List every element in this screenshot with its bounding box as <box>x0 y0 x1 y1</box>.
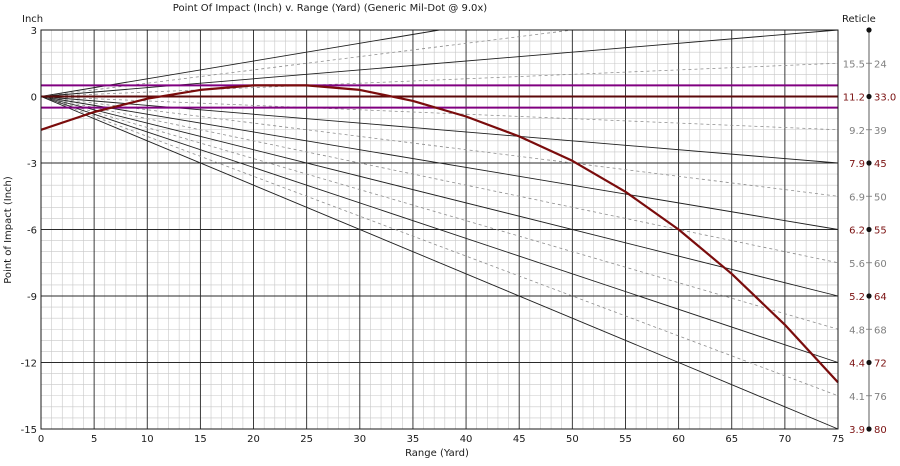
reticle-line <box>40 96 839 297</box>
reticle-range-label: 9.2 <box>849 126 865 137</box>
x-tick-label: 70 <box>778 434 791 445</box>
x-tick-label: 5 <box>91 434 97 445</box>
reticle-value-label: 60 <box>874 259 887 270</box>
x-tick-label: 65 <box>725 434 738 445</box>
reticle-value-label: 76 <box>874 392 887 403</box>
y-tick-label: 0 <box>31 93 37 104</box>
reticle-line <box>40 96 839 264</box>
reticle-lines <box>40 29 839 430</box>
reticle-line <box>40 29 573 97</box>
y-unit-label: Inch <box>22 14 43 25</box>
x-tick-labels: 0 5 10 15 20 25 30 35 40 45 50 55 60 65 70 75 <box>38 434 845 445</box>
y-tick-label: -6 <box>27 226 37 237</box>
reticle-dot <box>866 226 872 233</box>
reticle-range-label: 4.4 <box>849 359 865 370</box>
x-tick-label: 55 <box>619 434 632 445</box>
y-tick-labels: 3 0 -3 -6 -9 -12 -15 <box>21 26 37 436</box>
reticle-value-label: 68 <box>874 325 887 336</box>
reticle-line <box>40 96 839 330</box>
y-tick-label: -3 <box>27 159 37 170</box>
x-tick-label: 10 <box>141 434 154 445</box>
reticle-range-label: 5.6 <box>849 259 865 270</box>
reticle-dot <box>866 160 872 166</box>
x-tick-label: 50 <box>566 434 579 445</box>
reticle-dot <box>866 293 872 299</box>
x-tick-label: 30 <box>353 434 366 445</box>
x-tick-label: 45 <box>513 434 526 445</box>
reticle-value-label: 50 <box>874 192 887 203</box>
reticle-range-label: 11.2 <box>843 93 865 104</box>
y-tick-label: -12 <box>21 359 37 370</box>
x-tick-label: 75 <box>832 434 845 445</box>
y-tick-label: -9 <box>27 292 37 303</box>
reticle-line <box>40 62 839 97</box>
x-tick-label: 20 <box>247 434 260 445</box>
y-tick-label: 3 <box>31 26 37 37</box>
x-tick-label: 60 <box>672 434 685 445</box>
reticle-axis: 15.5 24 11.2 33.0 9.2 39 7.9 45 6.9 50 6.2 55 5.6 60 5… <box>843 27 896 436</box>
reticle-value-label: 80 <box>874 425 887 436</box>
reticle-range-label: 6.9 <box>849 192 865 203</box>
reticle-range-label: 15.5 <box>843 59 865 70</box>
reticle-dot <box>866 27 872 33</box>
x-tick-label: 25 <box>300 434 313 445</box>
reticle-value-label: 64 <box>874 292 887 303</box>
trajectory-series <box>40 84 839 384</box>
y-axis-label: Point of Impact (Inch) <box>3 176 14 284</box>
reticle-axis-label: Reticle <box>842 14 876 25</box>
reticle-line <box>40 96 839 230</box>
y-tick-label: -15 <box>21 425 37 436</box>
reticle-value-label: 55 <box>874 226 887 237</box>
plot-frame <box>40 29 839 430</box>
reticle-range-label: 6.2 <box>849 226 865 237</box>
reticle-value-label: 24 <box>874 59 887 70</box>
reticle-line <box>40 96 839 363</box>
x-axis-label: Range (Yard) <box>405 448 469 459</box>
reticle-range-label: 4.8 <box>849 325 865 336</box>
reticle-value-label: 33.0 <box>874 93 896 104</box>
chart-title: Point Of Impact (Inch) v. Range (Yard) (… <box>173 3 488 14</box>
x-tick-label: 15 <box>194 434 207 445</box>
reticle-line <box>40 96 839 197</box>
reticle-range-label: 3.9 <box>849 425 865 436</box>
reticle-line <box>40 96 839 430</box>
reticle-dot <box>866 426 872 432</box>
x-tick-label: 40 <box>460 434 473 445</box>
reticle-value-label: 45 <box>874 159 887 170</box>
reticle-dot <box>866 359 872 366</box>
reticle-range-label: 4.1 <box>849 392 865 403</box>
trajectory-line <box>40 84 839 384</box>
reticle-line <box>40 96 839 397</box>
reticle-range-label: 5.2 <box>849 292 865 303</box>
reticle-dot <box>866 93 872 100</box>
reticle-value-label: 39 <box>874 126 887 137</box>
x-tick-label: 0 <box>38 434 44 445</box>
reticle-range-label: 7.9 <box>849 159 865 170</box>
reticle-line <box>40 96 839 131</box>
x-tick-label: 35 <box>407 434 420 445</box>
reticle-value-label: 72 <box>874 359 887 370</box>
